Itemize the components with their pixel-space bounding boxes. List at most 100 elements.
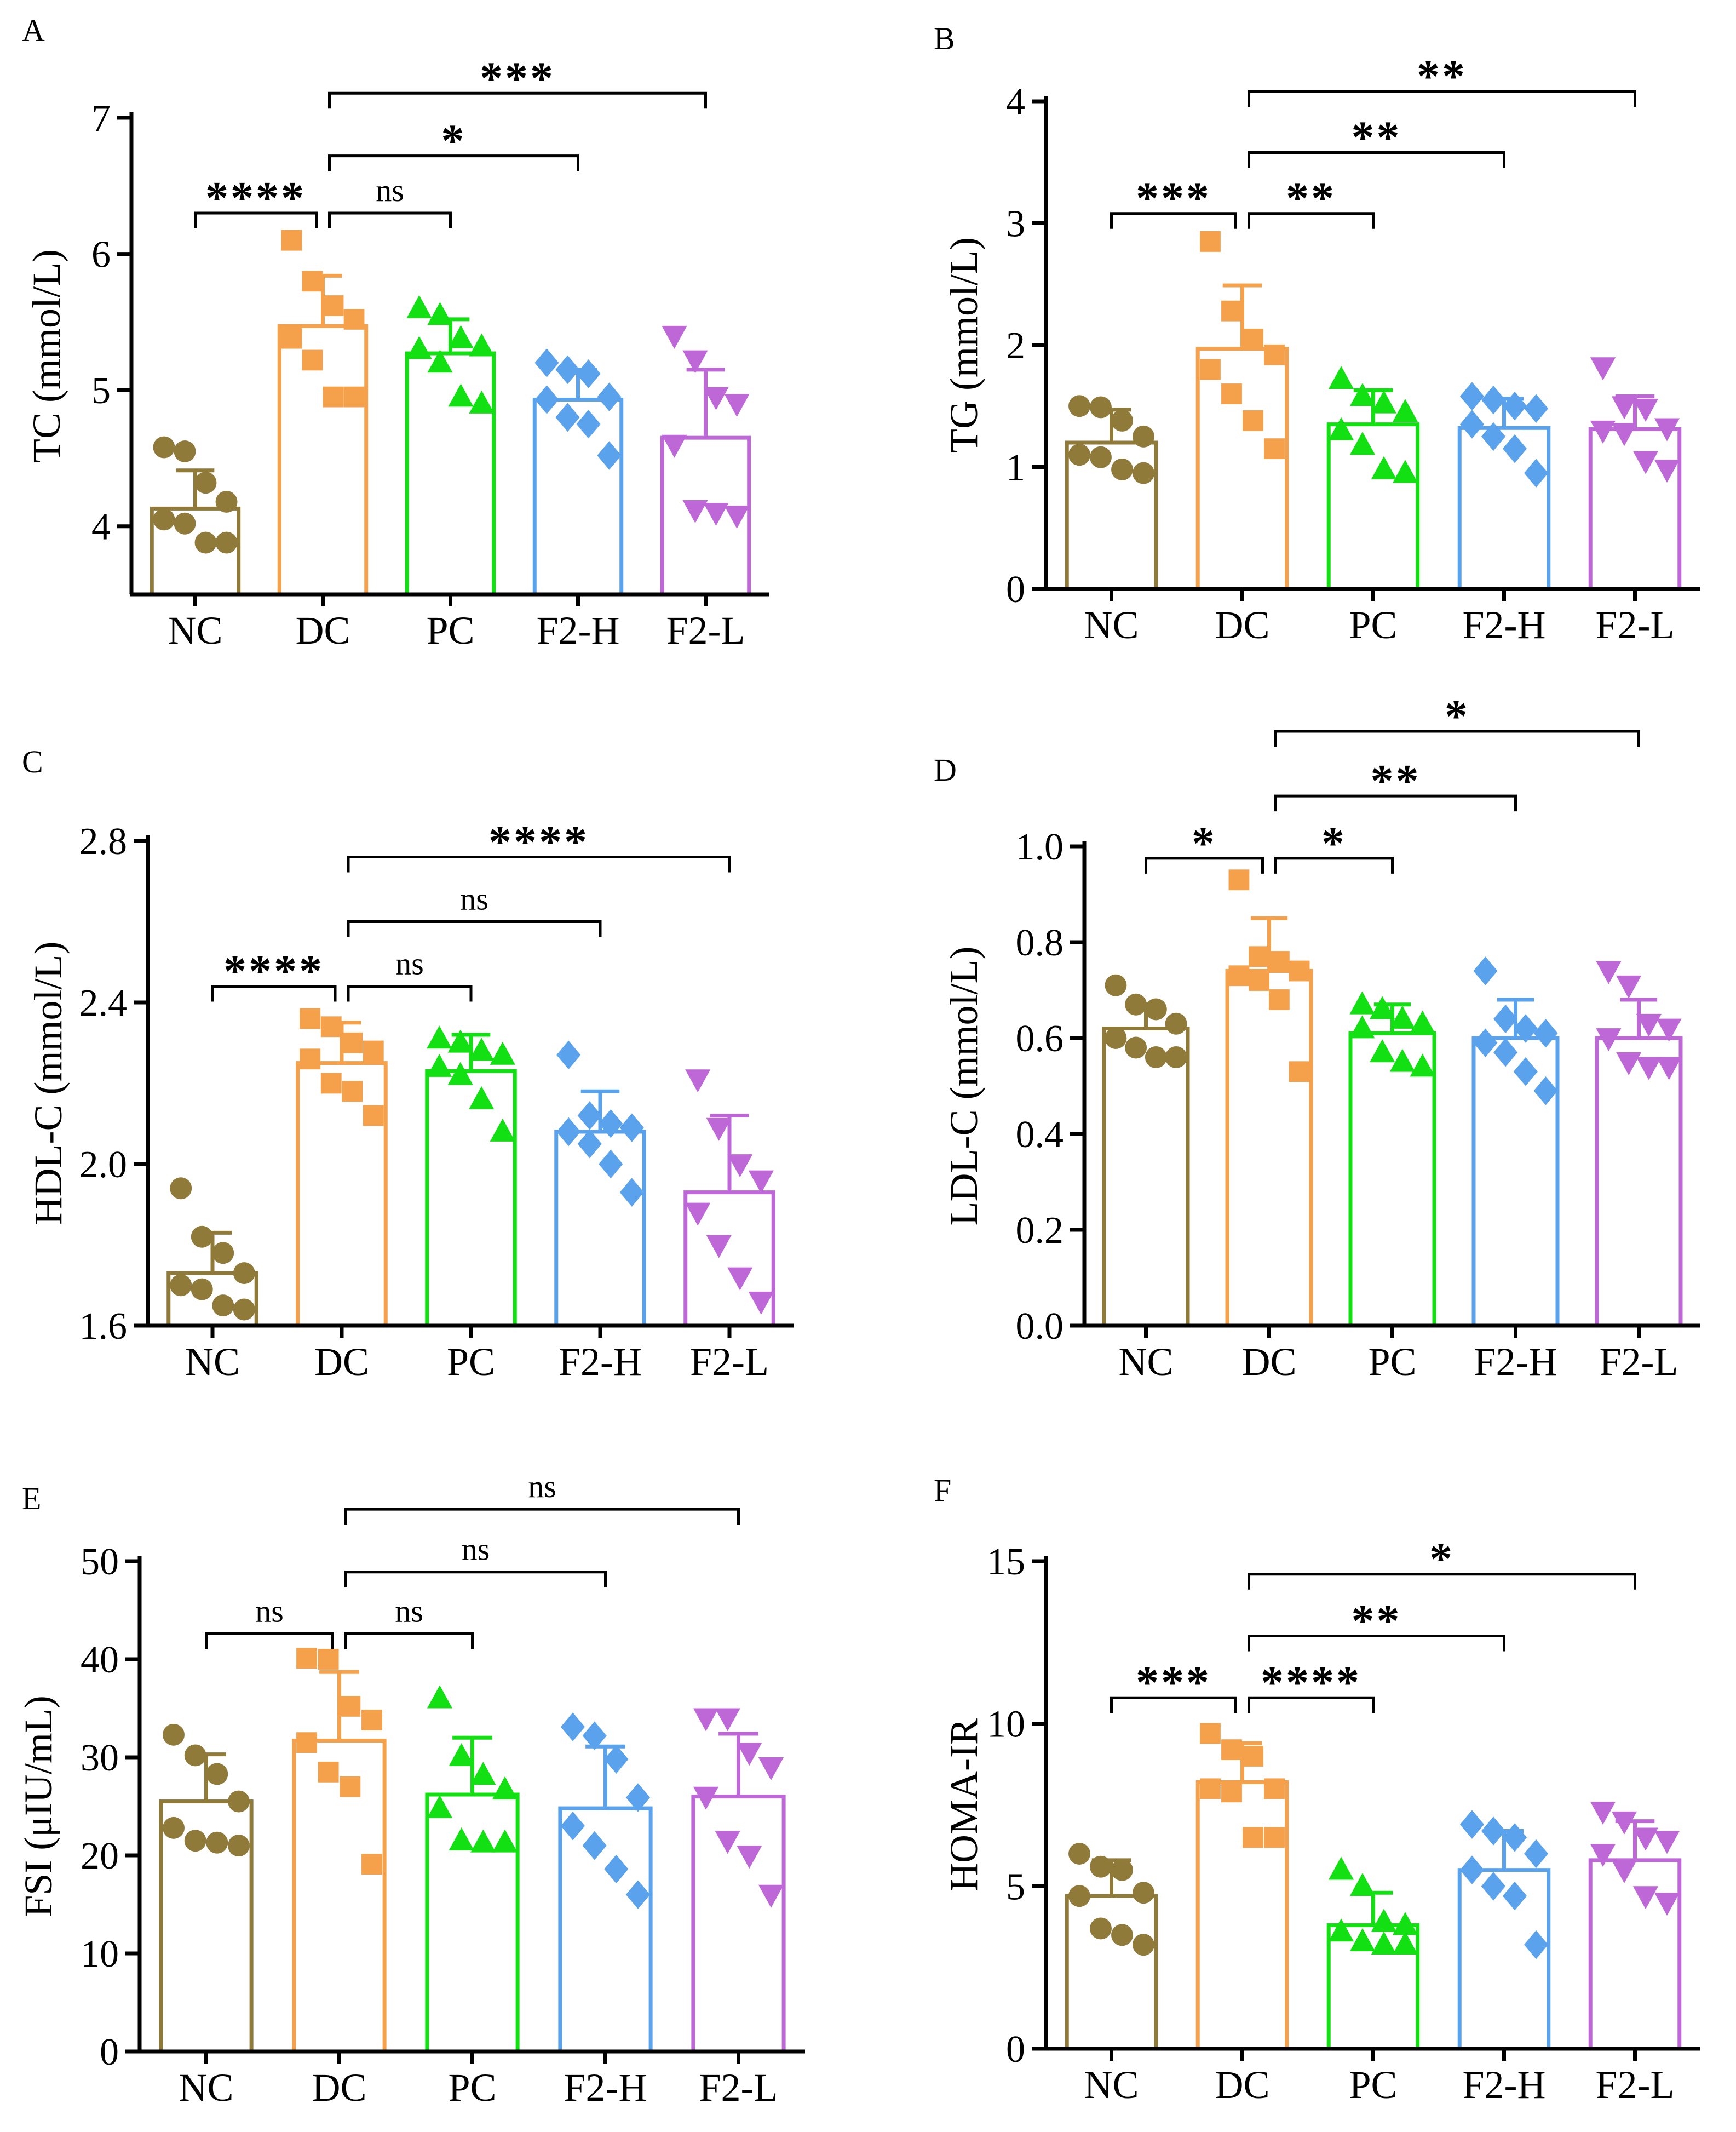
y-tick-label: 4 xyxy=(91,506,111,548)
data-point-f2-h xyxy=(576,410,601,439)
data-point-dc xyxy=(340,1696,361,1717)
data-point-f2-h xyxy=(1481,1872,1506,1901)
data-point-f2-l xyxy=(724,505,750,529)
significance-bracket xyxy=(1110,1696,1237,1713)
data-point-pc xyxy=(447,1029,473,1053)
data-point-f2-h xyxy=(576,359,601,388)
data-point-pc xyxy=(1328,1918,1354,1942)
data-point-f2-l xyxy=(1656,1018,1682,1042)
data-point-nc xyxy=(1090,396,1112,419)
data-point-f2-l xyxy=(1632,451,1659,474)
data-point-pc xyxy=(1349,991,1375,1015)
data-point-nc xyxy=(228,1835,250,1857)
data-point-pc xyxy=(1410,1010,1435,1034)
data-point-f2-h xyxy=(597,441,622,470)
data-point-f2-h xyxy=(1502,1881,1527,1911)
x-tick-label: DC xyxy=(1215,2063,1269,2107)
y-axis-label: TG (mmol/L) xyxy=(942,237,986,453)
data-point-pc xyxy=(1370,996,1395,1019)
data-point-f2-h xyxy=(597,382,622,411)
data-point-dc xyxy=(1264,438,1285,460)
data-point-pc xyxy=(1389,1005,1415,1029)
significance-label: * xyxy=(1321,818,1347,869)
data-point-nc xyxy=(1111,1859,1133,1881)
bar-dc xyxy=(277,324,369,597)
data-point-pc xyxy=(1328,417,1354,440)
data-point-dc xyxy=(323,386,344,408)
data-point-f2-l xyxy=(758,1757,784,1781)
data-point-nc xyxy=(1133,1882,1154,1904)
data-point-nc xyxy=(1145,1046,1167,1068)
data-point-nc xyxy=(163,1723,185,1746)
data-point-nc xyxy=(233,1262,255,1285)
y-tick-label: 0 xyxy=(100,2031,119,2073)
significance-bracket xyxy=(347,985,473,1002)
data-point-dc xyxy=(343,386,365,408)
data-point-dc xyxy=(281,230,302,251)
data-point-f2-l xyxy=(727,1154,753,1178)
data-point-nc xyxy=(1133,462,1154,484)
data-point-dc xyxy=(342,1032,363,1053)
significance-label: ** xyxy=(1352,112,1402,163)
data-point-nc xyxy=(1125,1036,1147,1059)
data-point-nc xyxy=(153,436,175,459)
data-point-nc xyxy=(184,1830,206,1852)
y-tick-label: 1 xyxy=(1006,447,1025,489)
x-tick-label: F2-L xyxy=(690,1340,769,1384)
y-tick-label: 0.2 xyxy=(1016,1210,1064,1252)
data-point-f2-h xyxy=(625,1783,651,1812)
data-point-pc xyxy=(470,1762,496,1785)
data-point-dc xyxy=(281,328,302,349)
significance-label: ns xyxy=(255,1593,284,1629)
data-point-f2-h xyxy=(577,1129,602,1159)
significance-bracket xyxy=(1274,857,1394,874)
data-point-nc xyxy=(215,531,238,554)
y-tick-label: 50 xyxy=(81,1541,119,1583)
data-point-f2-h xyxy=(1459,1810,1485,1839)
bar-f2-l xyxy=(691,1795,786,2054)
y-tick-label: 1.6 xyxy=(79,1305,128,1348)
data-point-f2-l xyxy=(1616,1052,1642,1075)
significance-label: *** xyxy=(480,53,555,104)
data-point-pc xyxy=(406,295,432,318)
data-point-nc xyxy=(206,1831,228,1854)
data-point-f2-h xyxy=(1502,1823,1527,1852)
data-point-nc xyxy=(163,1816,185,1839)
x-tick-label: F2-L xyxy=(699,2066,778,2110)
x-tick-label: DC xyxy=(1241,1340,1296,1384)
data-point-dc xyxy=(1289,1061,1310,1082)
significance-bracket xyxy=(347,856,731,873)
data-point-pc xyxy=(1371,1909,1397,1932)
data-point-pc xyxy=(427,349,453,373)
data-point-nc xyxy=(1068,1885,1090,1907)
x-tick-label: PC xyxy=(1349,2063,1397,2107)
x-tick-label: F2-H xyxy=(559,1340,642,1384)
data-point-pc xyxy=(1328,366,1354,389)
data-point-f2-h xyxy=(556,1117,581,1147)
bar-pc xyxy=(1348,1031,1436,1328)
data-point-f2-h xyxy=(1473,956,1498,985)
data-point-f2-l xyxy=(748,1291,774,1315)
data-point-pc xyxy=(1410,1053,1435,1077)
data-point-f2-h xyxy=(1481,1816,1506,1846)
chart-panel-e: E NC DC PC F2-H F2-L 0 10 20 30 40 50 FSI (μIU/mL) ns… xyxy=(16,1469,805,2110)
data-point-dc xyxy=(300,1008,321,1029)
data-point-f2-l xyxy=(693,1708,719,1732)
data-point-f2-h xyxy=(1481,385,1506,415)
data-point-nc xyxy=(1111,459,1133,480)
data-point-pc xyxy=(1392,399,1418,422)
data-point-dc xyxy=(1289,960,1310,982)
x-tick-label: PC xyxy=(1368,1340,1416,1384)
data-point-f2-l xyxy=(662,434,687,458)
x-tick-label: NC xyxy=(1118,1340,1173,1384)
y-tick-label: 40 xyxy=(81,1639,119,1681)
significance-label: ns xyxy=(528,1469,556,1504)
data-point-dc xyxy=(1243,410,1263,431)
significance-bracket xyxy=(1248,1634,1505,1652)
bar-dc xyxy=(1195,1780,1289,2051)
data-point-dc xyxy=(1264,1778,1285,1799)
data-point-nc xyxy=(194,531,217,554)
data-point-dc xyxy=(1221,1781,1242,1803)
data-point-dc xyxy=(1249,946,1270,967)
significance-bracket xyxy=(1248,151,1505,168)
